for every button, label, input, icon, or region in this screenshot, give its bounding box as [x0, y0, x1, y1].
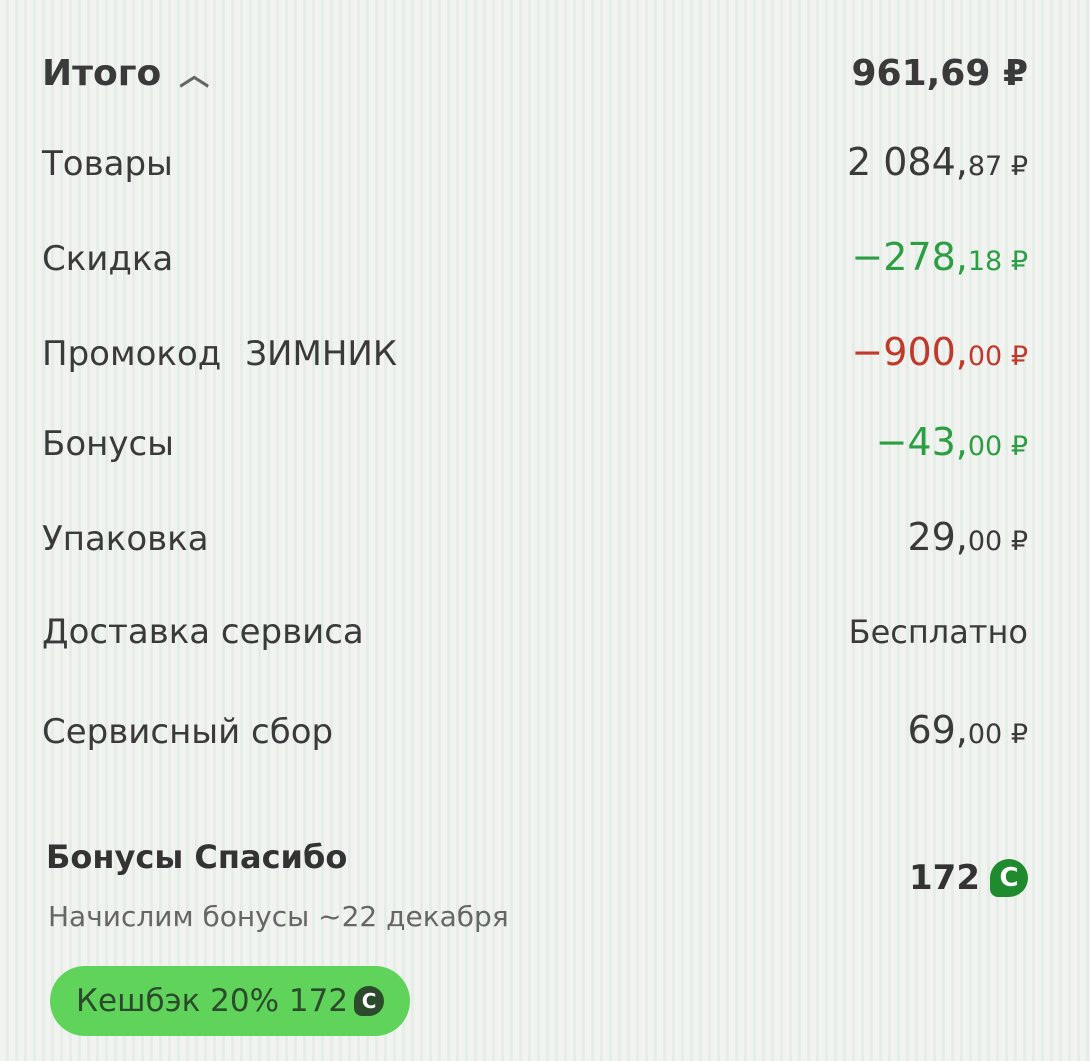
row-label: Товары	[42, 144, 173, 184]
total-label: Итого	[42, 53, 162, 94]
bonus-subtitle: Начислим бонусы ~22 декабря	[48, 900, 509, 933]
row-amount: 29,00 ₽	[907, 515, 1028, 559]
row-amount: Бесплатно	[848, 613, 1028, 651]
row-label: Скидка	[42, 239, 174, 279]
total-row[interactable]: Итого ︿ 961,69 ₽	[42, 50, 1028, 94]
promo-code: ЗИМНИК	[245, 334, 397, 374]
spasibo-icon: С	[354, 986, 385, 1016]
row-label: Промокод	[42, 334, 222, 374]
cashback-label: Кешбэк 20% 172	[76, 983, 349, 1019]
row-goods: Товары 2 084,87 ₽	[42, 140, 1028, 184]
row-amount: −278,18 ₽	[851, 235, 1028, 279]
row-service-fee: Сервисный сбор 69,00 ₽	[42, 708, 1028, 752]
row-packaging: Упаковка 29,00 ₽	[42, 515, 1028, 559]
row-delivery: Доставка сервиса Бесплатно	[42, 612, 1028, 652]
total-value: 961,69 ₽	[851, 53, 1028, 94]
row-amount: −900,00 ₽	[851, 330, 1028, 374]
row-bonuses: Бонусы −43,00 ₽	[42, 420, 1028, 464]
row-label: Упаковка	[42, 519, 209, 559]
bonus-value: 172 С	[909, 858, 1028, 898]
row-label: Сервисный сбор	[42, 712, 334, 752]
row-amount: −43,00 ₽	[875, 420, 1028, 464]
cashback-badge[interactable]: Кешбэк 20% 172 С	[50, 966, 411, 1036]
row-amount: 2 084,87 ₽	[847, 140, 1028, 184]
spasibo-icon: С	[990, 859, 1028, 897]
chevron-up-icon[interactable]: ︿	[179, 58, 210, 93]
bonus-title: Бонусы Спасибо	[46, 838, 348, 876]
row-label: Бонусы	[42, 424, 175, 464]
row-promo: Промокод ЗИМНИК −900,00 ₽	[42, 330, 1028, 374]
row-label: Доставка сервиса	[42, 612, 364, 652]
row-discount: Скидка −278,18 ₽	[42, 235, 1028, 279]
row-amount: 69,00 ₽	[907, 708, 1028, 752]
